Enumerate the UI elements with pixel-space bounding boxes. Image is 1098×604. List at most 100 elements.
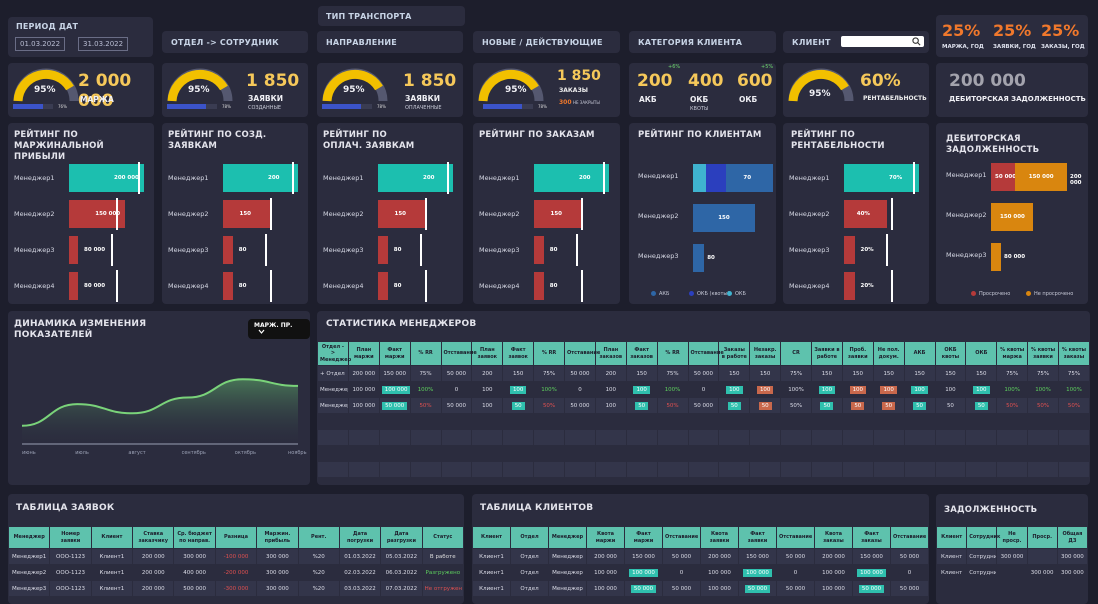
table-cell <box>934 461 967 478</box>
period-title: ПЕРИОД ДАТ <box>16 22 79 31</box>
table-cell: Сотрудник1 <box>966 548 998 565</box>
table-cell: 01.03.2022 <box>338 548 382 565</box>
gauge <box>322 68 388 102</box>
target-line <box>116 198 118 230</box>
table-cell: Клиент1 <box>472 580 511 597</box>
kpi-sublabel: КВОТЫ <box>690 106 709 112</box>
unclosed-label: НЕ ЗАКРЫТЫ <box>573 100 600 105</box>
date-to-input[interactable]: 31.03.2022 <box>78 37 129 51</box>
direction-filter[interactable]: НАПРАВЛЕНИЕ <box>317 31 463 53</box>
table-cell: 50% <box>409 397 442 414</box>
table-cell: Клиент1 <box>90 548 134 565</box>
bar-value-label: 80 <box>393 283 402 289</box>
table-cell <box>564 445 596 462</box>
kpi-value: 400 <box>688 71 724 91</box>
bar <box>223 236 233 264</box>
table-cell <box>872 445 905 462</box>
progress-label: 78% <box>222 104 231 109</box>
table-cell: 50 000 <box>440 365 473 382</box>
table-cell <box>440 429 473 446</box>
table-cell <box>841 461 874 478</box>
search-icon[interactable] <box>912 37 921 46</box>
table-cell: Клиент1 <box>90 580 134 597</box>
table-cell: 150 <box>872 365 905 382</box>
table-cell: 75% <box>656 365 689 382</box>
bar-category-label: Менеджер3 <box>14 246 55 254</box>
table-cell: 150 <box>749 365 782 382</box>
table-cell <box>347 429 380 446</box>
table-cell <box>903 413 936 430</box>
dept-employee-filter-label: ОТДЕЛ -> СОТРУДНИК <box>171 38 279 47</box>
transport-filter[interactable]: ТИП ТРАНСПОРТА <box>318 6 465 26</box>
table-cell: Менеджер2 <box>317 397 349 414</box>
table-cell <box>965 445 998 462</box>
column-header: Отставание <box>440 341 477 366</box>
highlighted-value: 100 <box>849 385 867 394</box>
table-cell: 100% <box>533 381 565 398</box>
table-cell: %20 <box>297 564 340 581</box>
table-cell: 200 000 <box>132 548 175 565</box>
table-cell: 500 000 <box>173 580 216 597</box>
table-cell: 300 000 <box>1026 564 1058 581</box>
bar-segment <box>693 244 705 272</box>
kpi-label: ОКБ <box>739 95 758 104</box>
table-cell <box>811 429 843 446</box>
progress-bar <box>322 104 372 109</box>
bar-value-label: 80 <box>238 247 247 253</box>
table-cell: 100 000 <box>586 564 625 581</box>
highlighted-value: 50 <box>820 401 834 410</box>
table-cell: 200 000 <box>132 564 175 581</box>
transport-filter-label: ТИП ТРАНСПОРТА <box>326 12 412 21</box>
new-active-filter[interactable]: НОВЫЕ / ДЕЙСТВУЮЩИЕ <box>473 31 620 53</box>
date-from-input[interactable]: 01.03.2022 <box>15 37 66 51</box>
new-active-filter-label: НОВЫЕ / ДЕЙСТВУЮЩИЕ <box>482 38 603 47</box>
bar-value-label: 150 <box>550 211 562 217</box>
gauge <box>167 68 233 102</box>
table-row: Менеджер2 ООО-1123 Клиент1 200 000 400 000 -2… <box>7 564 465 581</box>
table-cell: Менеджер <box>548 564 587 581</box>
bar-value-label: 150 000 <box>1000 214 1025 220</box>
table-cell <box>1058 429 1090 446</box>
highlighted-value: 100 000 <box>857 568 886 577</box>
debt-table-panel: ЗАДОЛЖЕННОСТЬ Клиент Сотрудник Не проср. Пр… <box>935 494 1089 604</box>
table-cell: 05.03.2022 <box>380 548 423 565</box>
orders-table-panel: ТАБЛИЦА ЗАЯВОК Менеджер Номер заявки Клиен… <box>7 494 465 604</box>
column-header: Не проср. <box>996 526 1028 549</box>
table-cell: 50 <box>872 397 905 414</box>
dept-employee-filter[interactable]: ОТДЕЛ -> СОТРУДНИК <box>162 31 308 53</box>
kpi-label: МАРЖА <box>80 95 114 104</box>
column-header: Проср. <box>1026 526 1058 549</box>
column-header: Факт заказов <box>625 341 658 366</box>
client-search-input[interactable] <box>841 36 924 47</box>
client-category-filter[interactable]: КАТЕГОРИЯ КЛИЕНТА <box>629 31 776 53</box>
bar <box>69 236 78 264</box>
column-header: Не пол. докум. <box>872 341 905 366</box>
column-header: Отставание <box>890 526 929 549</box>
table-cell <box>811 445 843 462</box>
column-header: План заказов <box>594 341 627 366</box>
kpi-value: 2 000 000 <box>78 71 132 111</box>
table-cell <box>687 461 720 478</box>
column-header: Номер заявки <box>49 526 92 549</box>
table-cell <box>934 445 967 462</box>
bar-value-label: 80 <box>707 255 715 261</box>
column-header: Менеджер <box>7 526 51 549</box>
client-filter-label: КЛИЕНТ <box>792 38 831 47</box>
table-cell <box>625 413 658 430</box>
table-cell <box>317 445 349 462</box>
legend-label: АКБ <box>659 291 670 297</box>
legend-item: Не просрочено <box>1026 291 1073 297</box>
x-tick-label: ноябрь <box>288 450 307 456</box>
bar-category-label: Менеджер3 <box>946 251 987 259</box>
table-cell: 100 <box>471 397 504 414</box>
bar <box>69 164 144 192</box>
metric-dropdown[interactable]: МАРЖ. ПР. <box>248 319 310 339</box>
bar-value-label: 200 <box>423 175 435 181</box>
table-cell: 100 <box>594 397 627 414</box>
dynamics-title: ДИНАМИКА ИЗМЕНЕНИЯ ПОКАЗАТЕЛЕЙ <box>14 319 147 340</box>
bar-value-label: 40% <box>856 211 870 217</box>
table-cell <box>502 429 535 446</box>
bar <box>534 164 609 192</box>
kpi-profitability: 95% 60% РЕНТАБЕЛЬНОСТЬ <box>783 63 929 117</box>
bar-value-label: 80 000 <box>84 283 106 289</box>
